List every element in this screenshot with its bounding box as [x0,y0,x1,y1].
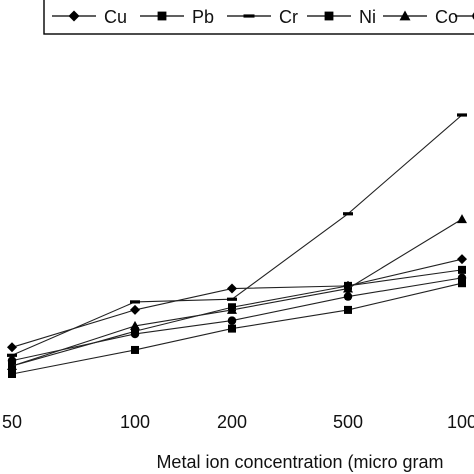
x-tick-label: 200 [217,412,247,432]
data-point [343,292,353,301]
legend-item-cu: Cu [52,7,127,27]
data-point [458,279,466,288]
data-point [343,212,353,216]
data-point [228,324,236,333]
data-point [7,356,17,365]
x-tick-label: 50 [2,412,22,432]
data-point [344,305,352,314]
series-cr [7,113,467,357]
data-point [8,369,16,378]
series-pb [8,279,466,378]
legend-label: Ni [359,7,376,27]
x-tick-labels: 50 100 200 500 100 [2,412,474,432]
legend-marker [68,10,80,22]
data-point [457,214,467,224]
data-point [131,345,139,354]
legend-marker [399,10,411,21]
data-point [7,360,17,370]
legend-label: Co [435,7,458,27]
data-point [227,297,237,301]
legend-item-pb: Pb [140,7,214,27]
series-ni [8,265,466,370]
legend-label: Cu [104,7,127,27]
data-point [130,329,140,339]
legend-item-cr: Cr [227,7,298,27]
series-line [11,258,463,348]
data-point [343,283,353,293]
data-point [130,300,140,304]
data-point [457,254,467,265]
series-co [7,214,467,370]
legend-item-ni: Ni [307,7,376,27]
legend-marker [157,11,167,21]
data-point [457,273,467,283]
legend-item-co: Co [383,7,458,27]
legend: CuPbCrNiCoCo [43,0,474,35]
data-point [130,304,140,315]
series-cu [7,254,467,353]
series-unnamed [7,273,467,365]
x-tick-label: 100 [120,412,150,432]
data-point [227,316,237,325]
legend-label: Pb [192,7,214,27]
x-tick-label: 100 [447,412,474,432]
legend-marker [243,14,255,18]
series-line [11,218,463,367]
data-point [227,283,237,294]
series-line [11,282,463,375]
data-point [458,265,466,274]
series-layer [7,113,467,378]
series-line [11,269,463,367]
data-point [130,320,140,330]
legend-marker [324,11,334,21]
data-point [457,113,467,117]
data-point [7,353,17,357]
data-point [227,304,237,314]
legend-label: Cr [279,7,298,27]
x-axis-title: Metal ion concentration (micro gram [156,452,443,472]
data-point [7,342,17,353]
x-tick-label: 500 [333,412,363,432]
series-line [11,277,463,362]
